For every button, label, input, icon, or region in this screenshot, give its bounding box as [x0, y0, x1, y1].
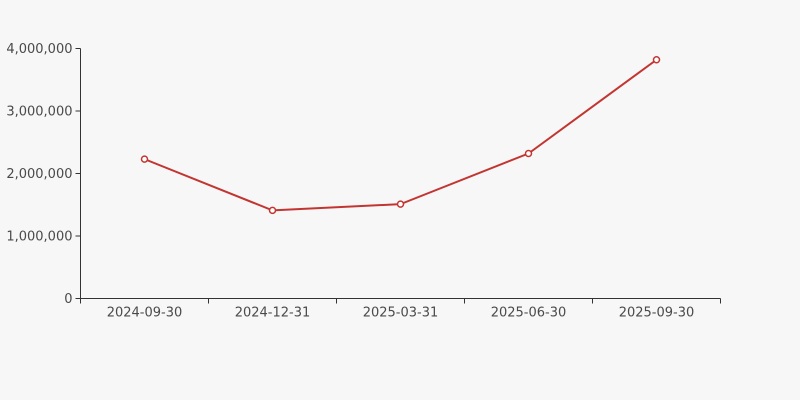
y-axis-tick-label: 2,000,000	[6, 167, 72, 182]
y-axis-tick-label: 3,000,000	[6, 105, 72, 120]
axis-lines	[80, 48, 721, 299]
x-axis-tick-label: 2024-09-30	[107, 306, 183, 321]
data-point-marker	[140, 155, 149, 163]
y-axis-tick-label: 4,000,000	[6, 42, 72, 57]
data-point-marker	[396, 200, 405, 208]
y-axis-tick-label: 1,000,000	[6, 230, 72, 245]
x-axis-tick-label: 2025-06-30	[491, 306, 567, 321]
data-point-marker	[524, 149, 533, 158]
x-axis-tick-label: 2025-09-30	[619, 306, 695, 321]
data-point-marker	[652, 56, 661, 64]
series-line	[143, 58, 658, 212]
x-axis-tick-label: 2024-12-31	[235, 306, 311, 321]
data-point-marker	[268, 206, 277, 215]
y-axis-tick-label: 0	[64, 292, 72, 307]
x-axis-tick-label: 2025-03-31	[363, 306, 439, 321]
